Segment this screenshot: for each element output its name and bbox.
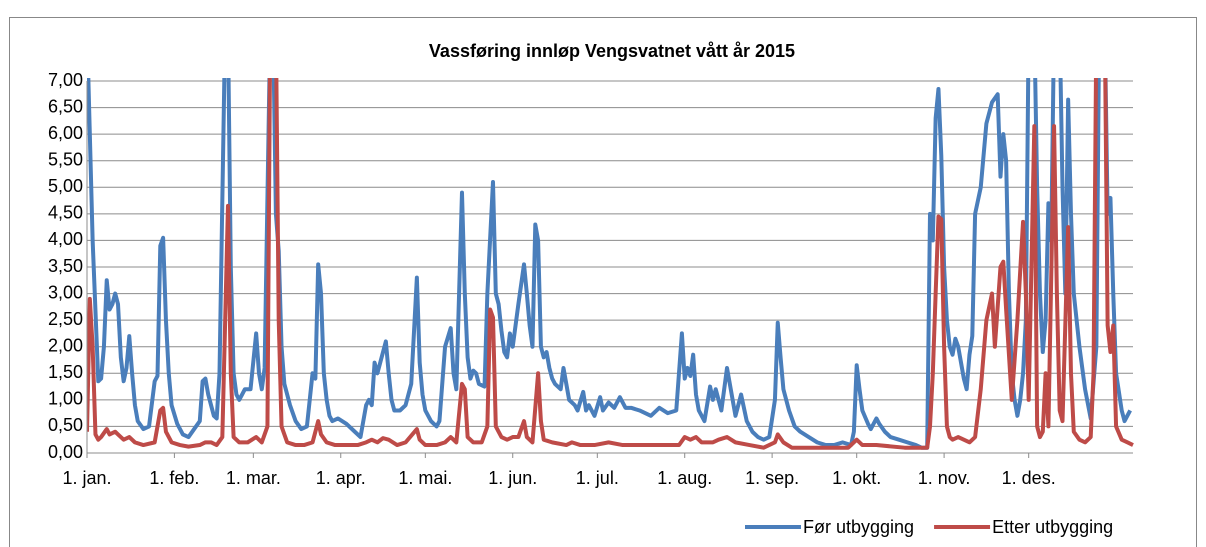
y-tick-label: 0,00: [48, 442, 83, 462]
x-tick-label: 1. feb.: [149, 468, 199, 488]
y-tick-label: 6,50: [48, 96, 83, 116]
y-tick-label: 0,50: [48, 415, 83, 435]
y-tick-label: 3,50: [48, 256, 83, 276]
legend-label: Etter utbygging: [992, 517, 1113, 537]
x-tick-label: 1. des.: [1002, 468, 1056, 488]
y-tick-label: 2,00: [48, 335, 83, 355]
x-tick-label: 1. okt.: [832, 468, 881, 488]
x-tick-label: 1. jan.: [62, 468, 111, 488]
y-tick-label: 4,00: [48, 229, 83, 249]
y-tick-label: 5,00: [48, 176, 83, 196]
x-tick-label: 1. jun.: [488, 468, 537, 488]
x-tick-label: 1. jul.: [576, 468, 619, 488]
x-tick-label: 1. nov.: [918, 468, 971, 488]
x-tick-label: 1. mar.: [226, 468, 281, 488]
x-tick-label: 1. aug.: [657, 468, 712, 488]
legend-label: Før utbygging: [803, 517, 914, 537]
x-tick-label: 1. mai.: [398, 468, 452, 488]
chart-title: Vassføring innløp Vengsvatnet vått år 20…: [429, 41, 795, 61]
y-tick-label: 4,50: [48, 203, 83, 223]
y-tick-label: 6,00: [48, 123, 83, 143]
y-tick-label: 2,50: [48, 309, 83, 329]
y-tick-label: 1,50: [48, 362, 83, 382]
y-tick-label: 1,00: [48, 389, 83, 409]
series-line: [87, 78, 1134, 450]
x-tick-label: 1. sep.: [745, 468, 799, 488]
y-tick-label: 5,50: [48, 149, 83, 169]
y-tick-label: 7,00: [48, 70, 83, 90]
series-line: [87, 78, 1132, 450]
y-tick-label: 3,00: [48, 282, 83, 302]
x-tick-label: 1. apr.: [316, 468, 366, 488]
